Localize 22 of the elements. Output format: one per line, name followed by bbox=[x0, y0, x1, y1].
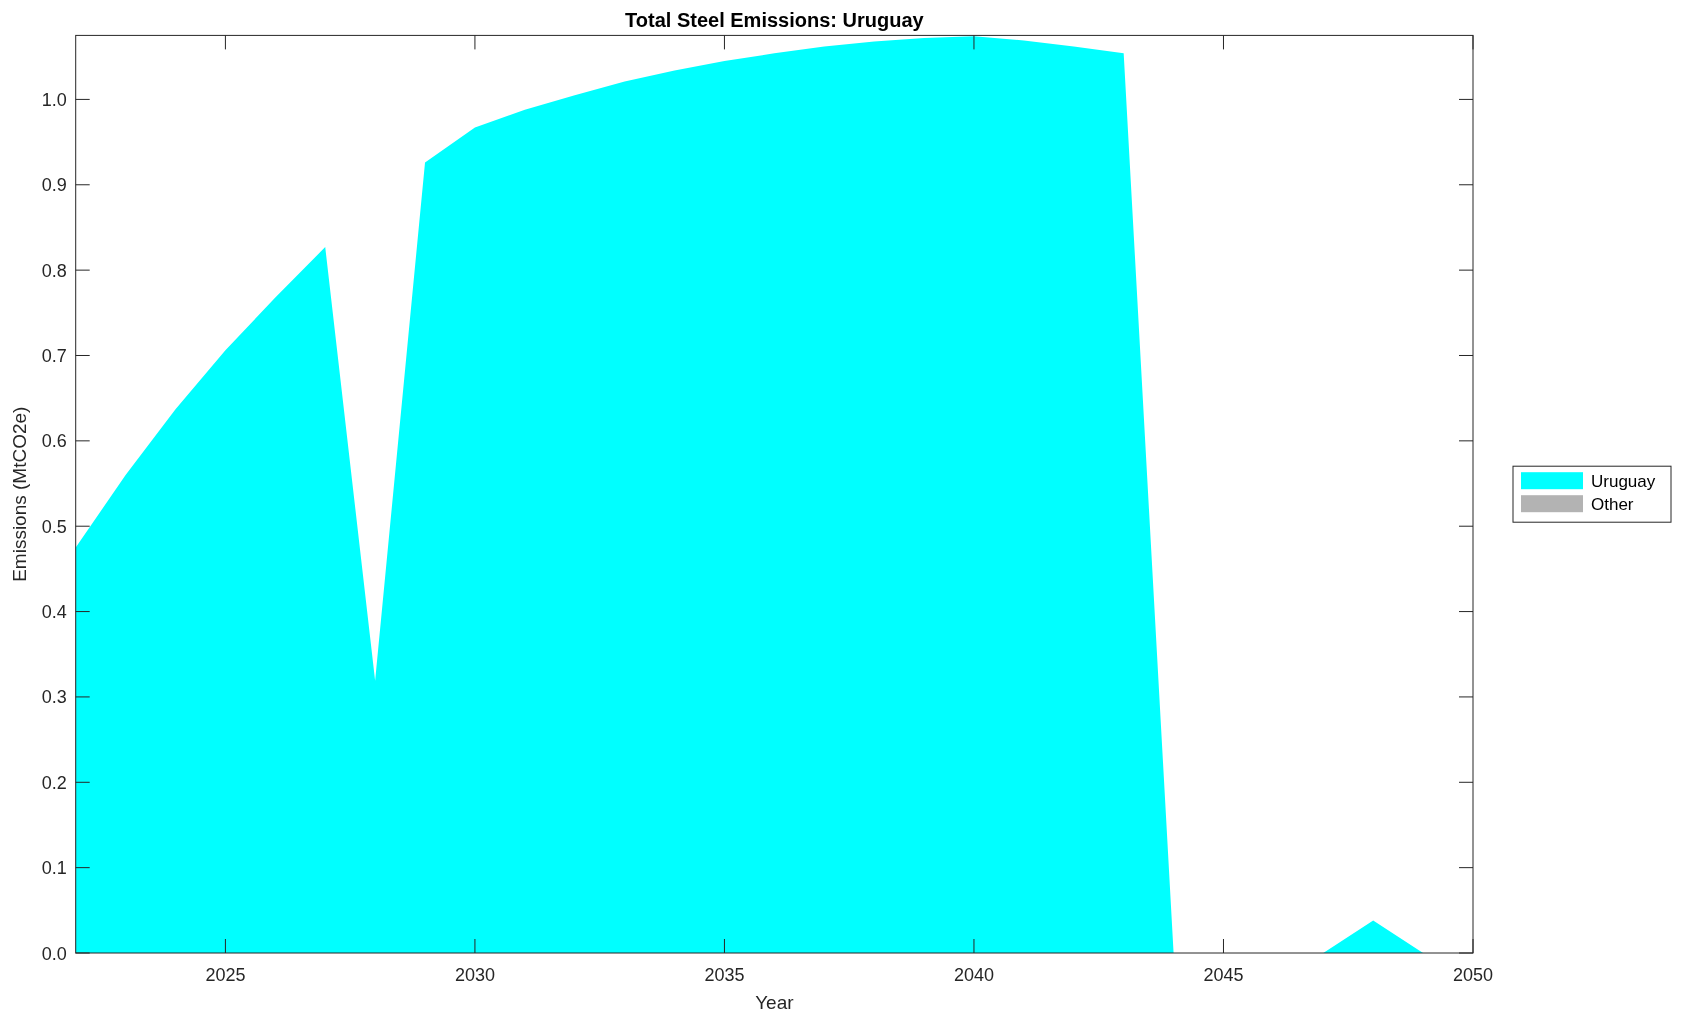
y-tick-label: 0.2 bbox=[41, 772, 67, 793]
y-tick-label: 0.8 bbox=[41, 260, 67, 281]
x-tick-label: 2025 bbox=[205, 965, 246, 985]
x-tick-label: 2040 bbox=[953, 965, 994, 985]
y-tick-label: 0.6 bbox=[41, 431, 67, 452]
chart-title: Total Steel Emissions: Uruguay bbox=[625, 9, 925, 32]
y-tick-label: 0.5 bbox=[41, 516, 67, 537]
y-tick-label: 0.4 bbox=[41, 602, 67, 623]
y-axis-title: Emissions (MtCO2e) bbox=[9, 406, 30, 582]
y-tick-label: 0.7 bbox=[41, 345, 67, 366]
x-tick-label: 2050 bbox=[1452, 965, 1494, 985]
y-tick-label: 0.1 bbox=[41, 858, 67, 879]
y-tick-label: 0.9 bbox=[41, 175, 67, 196]
y-tick-label: 1.0 bbox=[41, 89, 67, 110]
legend-label: Other bbox=[1591, 494, 1634, 514]
x-tick-label: 2045 bbox=[1203, 965, 1244, 985]
x-tick-label: 2035 bbox=[704, 965, 745, 985]
x-tick-label: 2030 bbox=[454, 965, 495, 985]
legend-label: Uruguay bbox=[1591, 471, 1656, 491]
y-tick-label: 0.3 bbox=[41, 687, 67, 708]
x-axis-title: Year bbox=[755, 992, 795, 1013]
y-tick-label: 0.0 bbox=[41, 943, 67, 964]
